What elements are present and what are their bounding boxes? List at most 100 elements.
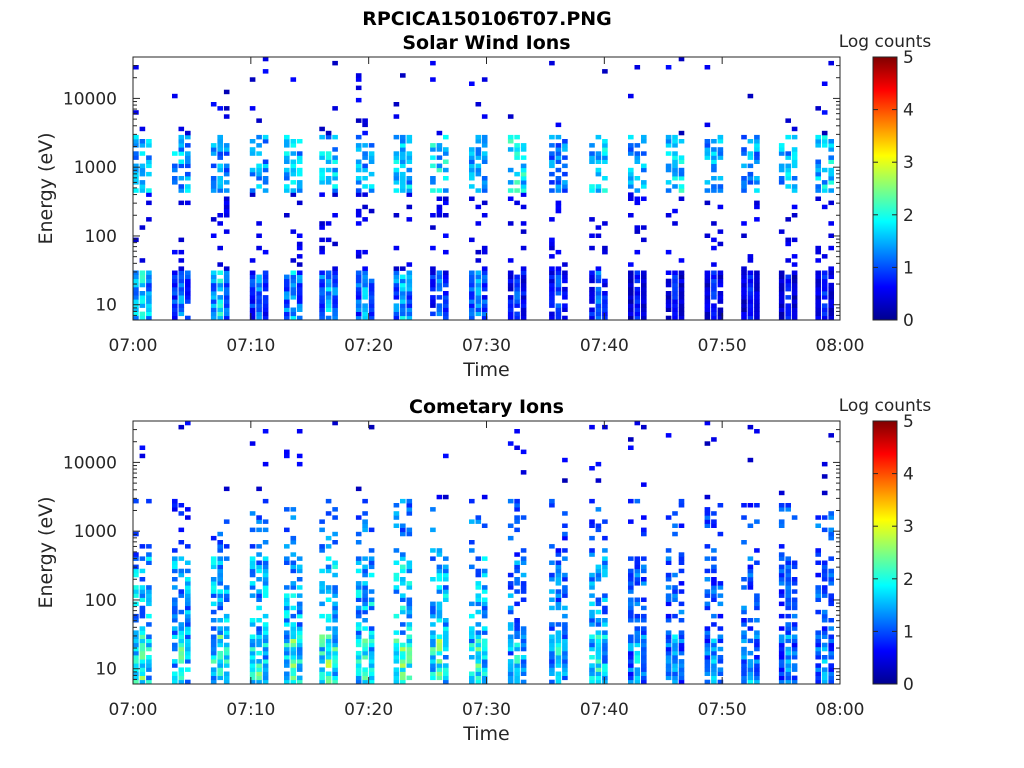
heatmap-cell bbox=[717, 270, 724, 275]
heatmap-cell bbox=[210, 102, 217, 107]
heatmap-cell bbox=[325, 589, 332, 594]
heatmap-cell bbox=[778, 663, 785, 668]
heatmap-cell bbox=[210, 601, 217, 607]
heatmap-cell bbox=[828, 597, 834, 602]
heatmap-cell bbox=[400, 593, 406, 598]
heatmap-cell bbox=[355, 295, 362, 300]
heatmap-cell bbox=[185, 515, 191, 520]
heatmap-cell bbox=[223, 163, 230, 169]
heatmap-cell bbox=[443, 655, 449, 660]
heatmap-cell bbox=[747, 274, 754, 280]
heatmap-cell bbox=[672, 291, 678, 296]
heatmap-cell bbox=[217, 295, 223, 300]
heatmap-cell bbox=[217, 601, 223, 607]
heatmap-cell bbox=[325, 638, 332, 644]
heatmap-cell bbox=[223, 303, 230, 308]
heatmap-cell bbox=[778, 278, 785, 284]
heatmap-cell bbox=[319, 581, 325, 586]
heatmap-cell bbox=[785, 282, 791, 288]
heatmap-cell bbox=[469, 299, 475, 304]
heatmap-cell bbox=[747, 659, 754, 664]
heatmap-cell bbox=[475, 303, 482, 308]
heatmap-cell bbox=[296, 262, 303, 267]
heatmap-cell bbox=[406, 299, 413, 304]
heatmap-cell bbox=[172, 274, 178, 280]
heatmap-cell bbox=[602, 315, 608, 321]
heatmap-cell bbox=[393, 311, 400, 317]
heatmap-cell bbox=[319, 646, 325, 652]
heatmap-cell bbox=[678, 311, 685, 317]
heatmap-cell bbox=[602, 556, 608, 561]
heatmap-cell bbox=[481, 667, 488, 672]
heatmap-cell bbox=[562, 155, 568, 160]
heatmap-cell bbox=[249, 642, 256, 648]
heatmap-cell bbox=[602, 291, 608, 296]
heatmap-cell bbox=[741, 282, 747, 288]
heatmap-cell bbox=[711, 163, 717, 169]
heatmap-cell bbox=[319, 249, 325, 255]
heatmap-cell bbox=[778, 601, 785, 607]
heatmap-cell bbox=[332, 270, 338, 275]
heatmap-cell bbox=[172, 642, 178, 648]
heatmap-cell bbox=[778, 229, 785, 234]
heatmap-cell bbox=[400, 307, 406, 312]
heatmap-cell bbox=[223, 589, 230, 594]
heatmap-cell bbox=[296, 241, 303, 247]
heatmap-cell bbox=[520, 634, 527, 639]
heatmap-cell bbox=[362, 118, 368, 123]
heatmap-cell bbox=[785, 605, 791, 611]
heatmap-cell bbox=[443, 597, 449, 602]
heatmap-cell bbox=[430, 609, 436, 615]
heatmap-cell bbox=[368, 171, 375, 177]
heatmap-cell bbox=[332, 675, 338, 681]
heatmap-cell bbox=[641, 634, 647, 639]
heatmap-cell bbox=[520, 581, 527, 586]
heatmap-cell bbox=[520, 299, 527, 304]
heatmap-cell bbox=[146, 498, 152, 504]
heatmap-cell bbox=[146, 622, 152, 627]
heatmap-cell bbox=[223, 147, 230, 152]
heatmap-cell bbox=[172, 503, 178, 508]
heatmap-cell bbox=[393, 102, 400, 107]
heatmap-cell bbox=[443, 295, 449, 300]
heatmap-cell bbox=[747, 618, 754, 623]
heatmap-cell bbox=[717, 315, 724, 321]
heatmap-cell bbox=[628, 184, 634, 189]
heatmap-cell bbox=[785, 572, 791, 578]
heatmap-cell bbox=[672, 134, 678, 140]
heatmap-cell bbox=[589, 577, 595, 582]
heatmap-cell bbox=[217, 642, 223, 648]
heatmap-cell bbox=[549, 151, 555, 156]
heatmap-cell bbox=[393, 213, 400, 218]
heatmap-cell bbox=[284, 155, 290, 160]
heatmap-cell bbox=[589, 184, 595, 189]
heatmap-cell bbox=[256, 163, 262, 169]
heatmap-cell bbox=[711, 184, 717, 189]
heatmap-cell bbox=[249, 291, 256, 296]
heatmap-cell bbox=[634, 196, 641, 201]
heatmap-cell bbox=[430, 213, 436, 218]
heatmap-cell bbox=[290, 295, 297, 300]
heatmap-cell bbox=[628, 167, 634, 173]
heatmap-cell bbox=[778, 646, 785, 652]
heatmap-cell bbox=[443, 282, 449, 288]
heatmap-cell bbox=[475, 638, 482, 644]
heatmap-cell bbox=[290, 667, 297, 672]
heatmap-cell bbox=[791, 163, 798, 169]
heatmap-cell bbox=[400, 315, 406, 321]
heatmap-cell bbox=[296, 642, 303, 648]
heatmap-cell bbox=[785, 638, 791, 644]
heatmap-cell bbox=[475, 204, 482, 210]
heatmap-cell bbox=[704, 577, 711, 582]
heatmap-cell bbox=[146, 597, 152, 602]
heatmap-cell bbox=[672, 597, 678, 602]
heatmap-cell bbox=[555, 315, 562, 321]
heatmap-cell bbox=[332, 192, 338, 197]
heatmap-cell bbox=[589, 286, 595, 292]
heatmap-cell bbox=[400, 577, 406, 582]
heatmap-cell bbox=[778, 270, 785, 275]
heatmap-cell bbox=[223, 188, 230, 193]
heatmap-cell bbox=[754, 655, 760, 660]
heatmap-cell bbox=[332, 605, 338, 611]
heatmap-cell bbox=[133, 498, 139, 504]
